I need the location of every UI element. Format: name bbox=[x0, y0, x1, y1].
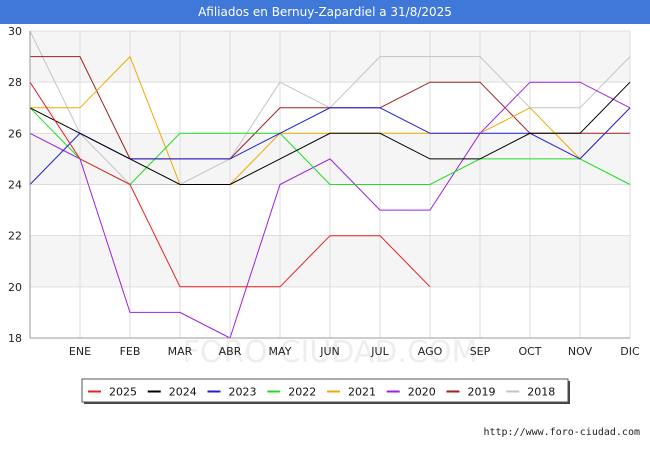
legend-label-2022: 2022 bbox=[288, 386, 316, 399]
series-line-2025 bbox=[29, 81, 431, 288]
y-tick-label: 20 bbox=[8, 281, 22, 294]
x-tick-label: AGO bbox=[418, 345, 443, 358]
y-axis-labels: 18 20 22 24 26 28 30 bbox=[8, 25, 22, 345]
series-line-2020 bbox=[29, 81, 631, 339]
x-axis-labels: ENE FEB MAR ABR MAY JUN JUL AGO SEP OCT NOV DIC bbox=[69, 345, 640, 358]
y-tick-label: 26 bbox=[8, 127, 22, 140]
y-tick-label: 18 bbox=[8, 332, 22, 345]
x-tick-label: OCT bbox=[518, 345, 541, 358]
x-tick-label: DIC bbox=[620, 345, 640, 358]
watermark: FORO-CIUDAD.COM bbox=[183, 335, 478, 370]
legend-box bbox=[81, 378, 569, 403]
legend-label-2025: 2025 bbox=[109, 386, 137, 399]
x-tick-label: JUL bbox=[370, 345, 389, 358]
x-tick-label: ENE bbox=[69, 345, 91, 358]
source-credit[interactable]: http://www.foro-ciudad.com bbox=[483, 427, 640, 438]
x-tick-label: MAY bbox=[269, 345, 292, 358]
y-tick-label: 22 bbox=[8, 230, 22, 243]
series-line-2024 bbox=[29, 81, 631, 185]
y-tick-label: 30 bbox=[8, 25, 22, 38]
x-tick-label: MAR bbox=[168, 345, 193, 358]
legend-label-2023: 2023 bbox=[229, 386, 257, 399]
legend-label-2020: 2020 bbox=[408, 386, 436, 399]
y-tick-label: 28 bbox=[8, 76, 22, 89]
x-tick-label: JUN bbox=[319, 345, 340, 358]
y-tick-label: 24 bbox=[8, 179, 22, 192]
legend-label-2018: 2018 bbox=[527, 386, 555, 399]
x-tick-label: SEP bbox=[470, 345, 491, 358]
legend-label-2019: 2019 bbox=[468, 386, 496, 399]
legend-label-2024: 2024 bbox=[169, 386, 197, 399]
x-tick-label: NOV bbox=[568, 345, 593, 358]
x-tick-label: FEB bbox=[120, 345, 141, 358]
legend-label-2021: 2021 bbox=[348, 386, 376, 399]
chart-title: Afiliados en Bernuy-Zapardiel a 31/8/202… bbox=[0, 0, 650, 24]
axes bbox=[29, 31, 630, 339]
x-tick-label: ABR bbox=[219, 345, 242, 358]
legend: 2025 2024 2023 2022 2021 2020 2019 2018 bbox=[81, 378, 570, 404]
series-lines bbox=[29, 30, 631, 339]
